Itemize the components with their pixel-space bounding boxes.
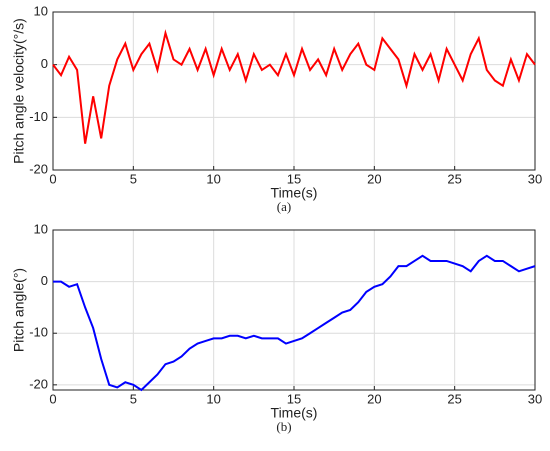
x-tick-label: 30 [528,391,542,406]
x-tick-label: 5 [130,171,137,186]
x-tick-label: 15 [287,171,301,186]
y-tick-label: -10 [29,325,48,340]
x-tick-label: 10 [206,391,220,406]
axes-frame [52,11,536,171]
x-tick-label: 5 [130,391,137,406]
y-tick-label: 0 [41,56,48,71]
x-tick-label: 0 [49,391,56,406]
x-tick-label: 20 [367,171,381,186]
x-tick-label: 15 [287,391,301,406]
y-tick-label: -20 [29,376,48,391]
x-tick-label: 30 [528,171,542,186]
y-tick-label: -20 [29,161,48,176]
data-line [53,254,536,392]
data-line [52,29,536,144]
x-axis-label: Time(s) [271,405,318,421]
y-tick-label: 0 [41,273,48,288]
caption: (a) [277,199,291,214]
y-tick-label: 10 [34,221,48,236]
y-tick-label: -10 [29,109,48,124]
x-tick-label: 0 [49,171,56,186]
x-axis-label: Time(s) [271,185,318,201]
y-axis-label: Pitch angle(°) [11,268,27,352]
x-tick-label: 10 [206,171,220,186]
axes-frame [52,229,536,391]
caption: (b) [276,419,291,434]
x-tick-label: 25 [447,391,461,406]
x-tick-label: 20 [367,391,381,406]
x-tick-label: 25 [447,171,461,186]
y-tick-label: 10 [34,3,48,18]
y-axis-label: Pitch angle velocity(°/s) [11,18,27,164]
